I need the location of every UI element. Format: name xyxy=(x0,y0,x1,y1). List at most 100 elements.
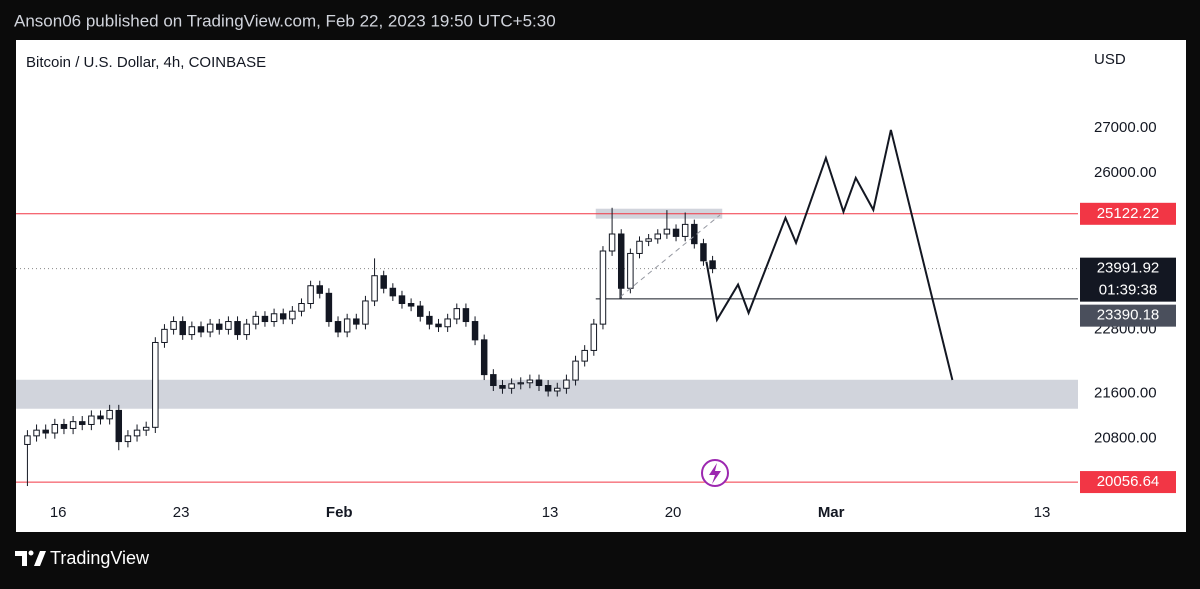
candle-body xyxy=(636,240,643,254)
candle-body xyxy=(161,328,168,343)
x-tick-label: Mar xyxy=(818,504,845,521)
candle-body xyxy=(462,308,470,323)
candle-body xyxy=(133,429,141,437)
y-tick-label: 20800.00 xyxy=(1094,430,1157,447)
candle-body xyxy=(508,383,515,389)
plot-area xyxy=(16,129,1078,487)
candle-body xyxy=(471,321,479,341)
projection-line xyxy=(705,129,954,381)
candle-body xyxy=(517,382,524,385)
candle-body xyxy=(380,275,387,289)
candle-body xyxy=(563,379,570,389)
candle-body xyxy=(435,323,442,328)
x-tick-label: 16 xyxy=(50,504,67,521)
candle-body xyxy=(216,323,223,330)
candle-body xyxy=(252,315,260,325)
candle-body xyxy=(590,323,598,351)
candle-body xyxy=(480,339,488,376)
candle-body xyxy=(526,379,534,384)
candle-body xyxy=(142,426,150,431)
candle-body xyxy=(206,323,214,333)
candle-body xyxy=(289,310,296,320)
candle-body xyxy=(188,326,196,336)
candle-body xyxy=(663,228,671,235)
y-tick-label: 26000.00 xyxy=(1094,164,1157,181)
candle-body xyxy=(617,233,625,289)
candle-body xyxy=(152,341,159,428)
candle-body xyxy=(544,385,552,392)
candle-body xyxy=(24,435,31,445)
countdown-label: 01:39:38 xyxy=(1099,282,1157,299)
candle-body xyxy=(353,318,360,325)
candle-body xyxy=(170,321,177,330)
candle-body xyxy=(197,326,205,333)
candle-body xyxy=(298,303,305,312)
currency-label: USD xyxy=(1094,51,1126,68)
candle-body xyxy=(444,318,451,328)
x-tick-label: 20 xyxy=(665,504,682,521)
candle-body xyxy=(490,374,497,387)
candle-body xyxy=(307,285,314,305)
candle-body xyxy=(88,415,95,425)
price-label: 23390.18 xyxy=(1097,307,1160,324)
candle-body xyxy=(426,315,433,325)
candle-body xyxy=(627,252,634,289)
candle-body xyxy=(700,243,707,262)
candle-body xyxy=(362,300,369,325)
candle-body xyxy=(417,305,424,317)
price-label-box xyxy=(1080,471,1176,494)
zone xyxy=(16,379,1078,409)
candle-body xyxy=(407,303,415,307)
brand-logo xyxy=(15,550,46,566)
candle-body xyxy=(672,228,680,237)
candle-body xyxy=(225,321,232,330)
chart-title: Bitcoin / U.S. Dollar, 4h, COINBASE xyxy=(26,54,266,71)
trend-line xyxy=(619,214,721,298)
price-label-box xyxy=(1080,202,1176,225)
candle-body xyxy=(33,429,40,437)
candle-body xyxy=(115,409,123,443)
candle-body xyxy=(124,435,132,443)
candle-body xyxy=(78,421,86,425)
candle-body xyxy=(681,223,689,237)
header-text: Anson06 published on TradingView.com, Fe… xyxy=(14,11,556,30)
candle-body xyxy=(691,223,698,245)
candle-body xyxy=(97,415,104,420)
alert-icon xyxy=(701,459,729,487)
price-label: 23991.92 xyxy=(1097,260,1160,277)
candle-body xyxy=(316,285,323,294)
candle-body xyxy=(572,360,579,381)
candle-body xyxy=(535,379,543,387)
price-label-box xyxy=(1080,257,1176,302)
price-label-box xyxy=(1080,304,1176,327)
candle-body xyxy=(270,313,278,323)
candle-body xyxy=(343,318,351,333)
candle-body xyxy=(645,238,652,242)
candle-body xyxy=(453,308,461,320)
candle-body xyxy=(608,233,616,252)
candle-body xyxy=(234,321,241,336)
y-tick-label: 21600.00 xyxy=(1094,385,1157,402)
candle-body xyxy=(42,429,49,434)
brand-name: TradingView xyxy=(50,548,150,568)
candle-body xyxy=(654,233,662,240)
candle-body xyxy=(398,295,406,305)
x-tick-label: Feb xyxy=(326,504,353,521)
candle-body xyxy=(389,287,397,297)
candle-body xyxy=(554,387,561,392)
candle-body xyxy=(106,409,113,420)
y-tick-label: 27000.00 xyxy=(1094,119,1157,136)
candle-body xyxy=(261,315,269,323)
candle-body xyxy=(179,321,186,336)
candle-body xyxy=(709,260,716,270)
candle-body xyxy=(581,349,588,362)
candle-body xyxy=(69,421,77,429)
x-tick-label: 13 xyxy=(542,504,559,521)
x-tick-label: 13 xyxy=(1034,504,1051,521)
candle-body xyxy=(325,292,333,323)
x-tick-label: 23 xyxy=(173,504,190,521)
candle-body xyxy=(499,385,506,389)
candle-body xyxy=(243,323,250,336)
